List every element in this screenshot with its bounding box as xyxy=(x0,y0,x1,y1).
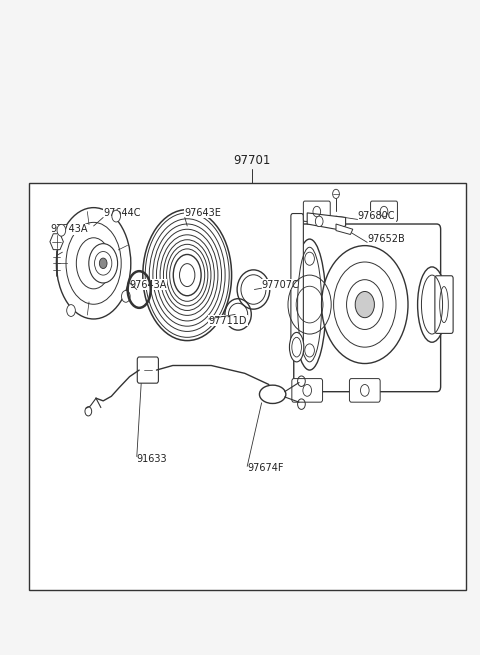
FancyBboxPatch shape xyxy=(349,379,380,402)
Ellipse shape xyxy=(293,239,326,370)
Circle shape xyxy=(355,291,374,318)
FancyBboxPatch shape xyxy=(291,214,303,350)
FancyBboxPatch shape xyxy=(137,357,158,383)
Polygon shape xyxy=(336,224,353,234)
Text: 97743A: 97743A xyxy=(50,224,88,234)
Ellipse shape xyxy=(418,267,446,342)
Circle shape xyxy=(99,258,107,269)
Ellipse shape xyxy=(289,333,304,362)
Circle shape xyxy=(121,290,130,302)
FancyBboxPatch shape xyxy=(371,201,397,221)
Circle shape xyxy=(305,344,314,357)
Circle shape xyxy=(305,252,314,265)
Text: 97643A: 97643A xyxy=(130,280,167,290)
Text: 97711D: 97711D xyxy=(209,316,247,326)
Circle shape xyxy=(315,216,323,227)
Circle shape xyxy=(112,210,120,222)
FancyBboxPatch shape xyxy=(294,224,441,392)
Text: 97707C: 97707C xyxy=(262,280,300,290)
Bar xyxy=(29,183,466,590)
Circle shape xyxy=(89,244,118,283)
Ellipse shape xyxy=(259,385,286,403)
Polygon shape xyxy=(307,213,346,229)
Text: 97680C: 97680C xyxy=(358,211,395,221)
Text: 97643E: 97643E xyxy=(185,208,222,218)
Circle shape xyxy=(67,305,75,316)
Circle shape xyxy=(322,246,408,364)
Ellipse shape xyxy=(173,255,201,296)
Circle shape xyxy=(333,189,339,198)
FancyBboxPatch shape xyxy=(292,379,323,402)
Circle shape xyxy=(57,225,66,236)
Text: 97644C: 97644C xyxy=(103,208,141,218)
FancyBboxPatch shape xyxy=(435,276,453,333)
Text: 97652B: 97652B xyxy=(367,234,405,244)
Text: 91633: 91633 xyxy=(137,453,168,464)
FancyBboxPatch shape xyxy=(303,201,330,221)
Text: 97674F: 97674F xyxy=(247,463,284,474)
Text: 97701: 97701 xyxy=(233,154,271,167)
